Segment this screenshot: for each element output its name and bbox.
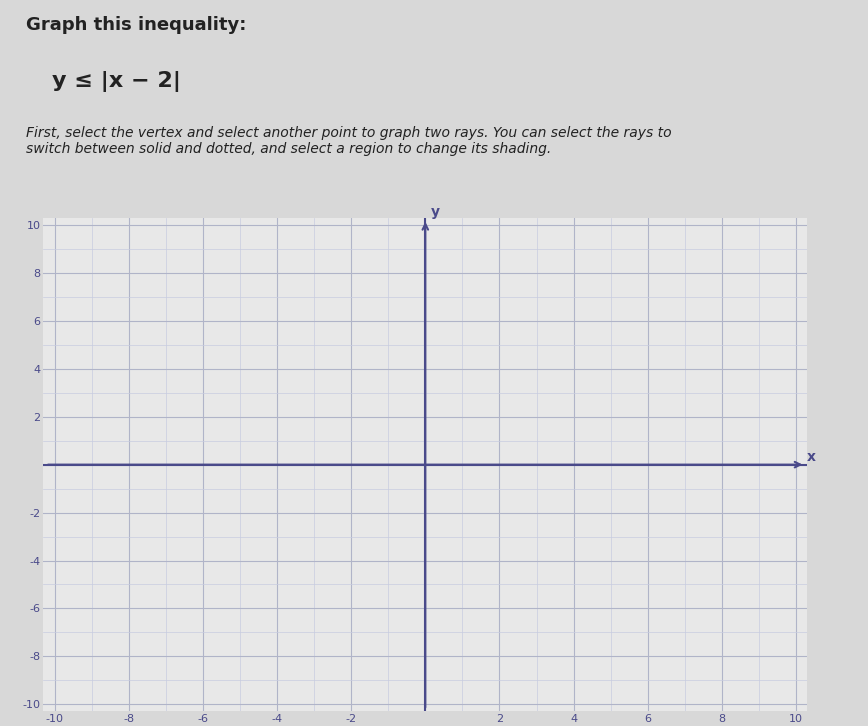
Text: y: y [431,205,440,219]
Text: First, select the vertex and select another point to graph two rays. You can sel: First, select the vertex and select anot… [26,126,672,156]
Text: y ≤ |x − 2|: y ≤ |x − 2| [52,71,181,92]
Text: Graph this inequality:: Graph this inequality: [26,16,247,34]
Text: x: x [807,450,816,464]
